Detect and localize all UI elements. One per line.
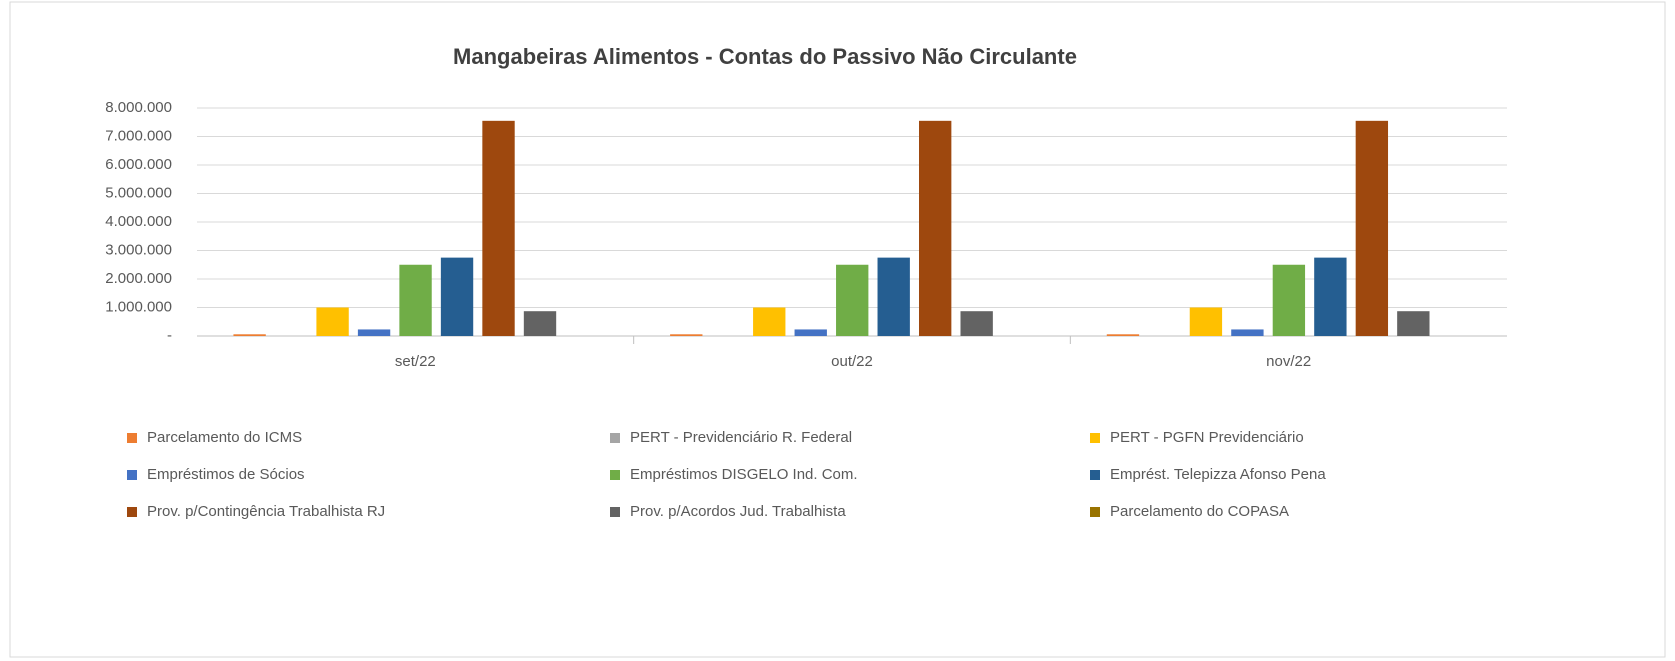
bar	[233, 334, 266, 336]
x-tick-label: out/22	[831, 353, 873, 370]
legend-swatch	[1090, 433, 1100, 443]
bar	[877, 257, 910, 336]
legend-label: Parcelamento do COPASA	[1110, 503, 1289, 520]
legend-label: Empréstimos de Sócios	[147, 466, 305, 483]
x-tick-label: nov/22	[1266, 353, 1311, 370]
bar	[753, 307, 786, 336]
y-tick-label: 1.000.000	[105, 298, 172, 315]
bar	[1231, 329, 1264, 336]
y-tick-label: 3.000.000	[105, 241, 172, 258]
x-tick-label: set/22	[395, 353, 436, 370]
chart-title: Mangabeiras Alimentos - Contas do Passiv…	[453, 44, 1077, 69]
legend-label: Prov. p/Contingência Trabalhista RJ	[147, 503, 385, 520]
y-tick-label: 2.000.000	[105, 270, 172, 287]
legend-label: Empréstimos DISGELO Ind. Com.	[630, 466, 858, 483]
legend-swatch	[1090, 507, 1100, 517]
bar	[399, 264, 432, 336]
bar	[670, 334, 703, 336]
y-tick-label: 7.000.000	[105, 127, 172, 144]
y-tick-label: 4.000.000	[105, 213, 172, 230]
legend-swatch	[610, 433, 620, 443]
bar	[1397, 311, 1430, 336]
bar	[919, 120, 952, 336]
bar	[523, 311, 557, 336]
legend-swatch	[127, 470, 137, 480]
bar	[1189, 307, 1223, 336]
bar	[1106, 334, 1140, 336]
legend-label: PERT - PGFN Previdenciário	[1110, 429, 1304, 446]
bar	[357, 329, 391, 336]
bar	[1272, 264, 1306, 336]
bar	[316, 307, 349, 336]
bar	[482, 120, 515, 336]
legend-swatch	[610, 507, 620, 517]
bar	[440, 257, 474, 336]
legend-label: Parcelamento do ICMS	[147, 429, 302, 446]
legend-swatch	[127, 507, 137, 517]
bar	[794, 329, 827, 336]
legend-swatch	[1090, 470, 1100, 480]
y-tick-label: -	[167, 327, 172, 344]
bar	[960, 311, 993, 336]
legend-swatch	[610, 470, 620, 480]
bar	[1314, 257, 1347, 336]
legend-swatch	[127, 433, 137, 443]
bar	[836, 264, 869, 336]
y-tick-label: 5.000.000	[105, 184, 172, 201]
legend-label: Prov. p/Acordos Jud. Trabalhista	[630, 503, 846, 520]
bar	[1355, 120, 1389, 336]
legend-label: PERT - Previdenciário R. Federal	[630, 429, 852, 446]
y-tick-label: 8.000.000	[105, 99, 172, 116]
legend-label: Emprést. Telepizza Afonso Pena	[1110, 466, 1326, 483]
y-tick-label: 6.000.000	[105, 156, 172, 173]
